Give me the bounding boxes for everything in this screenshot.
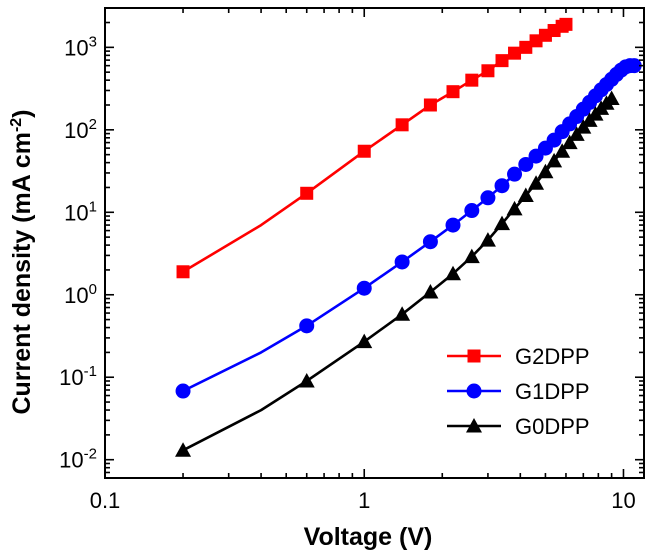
data-point-g2dpp bbox=[300, 186, 314, 200]
series-layer bbox=[175, 17, 642, 457]
plot-area bbox=[104, 7, 645, 479]
y-axis-title: Current density (mA cm-2) bbox=[8, 109, 36, 414]
series-g0dpp bbox=[175, 90, 620, 457]
y-tick-base: 10 bbox=[59, 448, 83, 473]
data-point-g0dpp bbox=[517, 187, 534, 202]
y-tick-label: 102 bbox=[64, 116, 97, 143]
legend-label: G0DPP bbox=[515, 414, 590, 439]
y-tick-exponent: -2 bbox=[84, 446, 97, 463]
data-point-g1dpp bbox=[518, 156, 534, 172]
x-tick-label: 1 bbox=[358, 488, 370, 513]
y-tick-label: 103 bbox=[64, 33, 97, 60]
y-tick-label: 10-1 bbox=[59, 363, 97, 390]
y-tick-label: 100 bbox=[64, 281, 97, 308]
data-point-g2dpp bbox=[465, 73, 479, 87]
data-point-g0dpp bbox=[394, 306, 411, 321]
y-tick-exponent: 0 bbox=[89, 281, 97, 298]
data-point-g1dpp bbox=[422, 234, 438, 250]
data-point-g0dpp bbox=[494, 215, 511, 231]
data-point-g0dpp bbox=[445, 265, 462, 281]
data-point-g1dpp bbox=[299, 318, 315, 334]
y-tick-base: 10 bbox=[64, 35, 88, 60]
y-tick-base: 10 bbox=[64, 118, 88, 143]
data-point-g1dpp bbox=[445, 217, 461, 233]
data-point-g0dpp bbox=[422, 284, 439, 299]
data-point-g1dpp bbox=[175, 383, 191, 399]
series-line-g1dpp bbox=[182, 64, 635, 393]
data-point-g0dpp bbox=[463, 248, 480, 264]
data-point-g2dpp bbox=[481, 64, 495, 78]
data-point-g0dpp bbox=[175, 442, 192, 457]
legend-item-g0dpp: G0DPP bbox=[447, 414, 590, 439]
data-point-g0dpp bbox=[561, 134, 578, 150]
y-tick-exponent: 1 bbox=[89, 198, 97, 215]
legend: G2DPP G1DPP G0DPP bbox=[447, 344, 590, 439]
data-point-g0dpp bbox=[603, 90, 620, 105]
data-point-g0dpp bbox=[298, 373, 315, 388]
data-point-g2dpp bbox=[446, 85, 460, 99]
data-point-g1dpp bbox=[507, 166, 523, 182]
y-tick-base: 10 bbox=[59, 365, 83, 390]
data-point-g2dpp bbox=[357, 144, 371, 158]
data-point-g2dpp bbox=[495, 54, 509, 68]
y-tick-exponent: 2 bbox=[89, 116, 97, 133]
y-tick-base: 10 bbox=[64, 283, 88, 308]
data-point-g2dpp bbox=[423, 98, 437, 112]
y-tick-label: 10-2 bbox=[59, 446, 97, 473]
plot-border bbox=[104, 7, 645, 479]
data-point-g0dpp bbox=[568, 126, 585, 141]
series-line-g2dpp bbox=[182, 23, 567, 273]
y-tick-base: 10 bbox=[64, 200, 88, 225]
legend-label: G1DPP bbox=[515, 379, 590, 404]
data-point-g0dpp bbox=[554, 143, 571, 158]
y-tick-label: 101 bbox=[64, 198, 97, 225]
data-point-g0dpp bbox=[528, 175, 545, 190]
y-tick-exponent: 3 bbox=[89, 33, 97, 50]
data-point-g1dpp bbox=[626, 58, 642, 74]
data-point-g2dpp bbox=[508, 46, 522, 60]
data-point-g0dpp bbox=[479, 232, 496, 247]
data-point-g0dpp bbox=[537, 163, 554, 179]
x-axis-title: Voltage (V) bbox=[304, 523, 433, 551]
data-point-g1dpp bbox=[394, 254, 410, 270]
data-point-g1dpp bbox=[356, 280, 372, 296]
y-axis-title-main: Current density (mA cm bbox=[8, 132, 36, 414]
data-point-g1dpp bbox=[494, 178, 510, 194]
legend-item-g1dpp: G1DPP bbox=[447, 379, 590, 404]
data-point-g2dpp bbox=[395, 118, 409, 132]
legend-marker bbox=[466, 383, 482, 399]
data-point-g1dpp bbox=[480, 190, 496, 206]
legend-item-g2dpp: G2DPP bbox=[447, 344, 590, 369]
data-point-g0dpp bbox=[356, 333, 373, 349]
y-axis-title-end: ) bbox=[8, 109, 36, 117]
data-point-g2dpp bbox=[176, 265, 190, 279]
data-point-g2dpp bbox=[559, 17, 573, 31]
data-point-g0dpp bbox=[546, 152, 563, 168]
series-g2dpp bbox=[176, 17, 573, 279]
y-axis-title-sup: -2 bbox=[8, 118, 25, 132]
legend-marker bbox=[467, 349, 481, 363]
data-point-g0dpp bbox=[506, 200, 523, 216]
x-tick-label: 10 bbox=[611, 488, 635, 513]
x-tick-label: 0.1 bbox=[90, 488, 121, 513]
series-g1dpp bbox=[175, 58, 642, 399]
legend-label: G2DPP bbox=[515, 344, 590, 369]
data-point-g1dpp bbox=[464, 203, 480, 219]
legend-marker bbox=[466, 418, 482, 433]
data-point-g2dpp bbox=[519, 40, 533, 54]
y-tick-exponent: -1 bbox=[84, 363, 97, 380]
